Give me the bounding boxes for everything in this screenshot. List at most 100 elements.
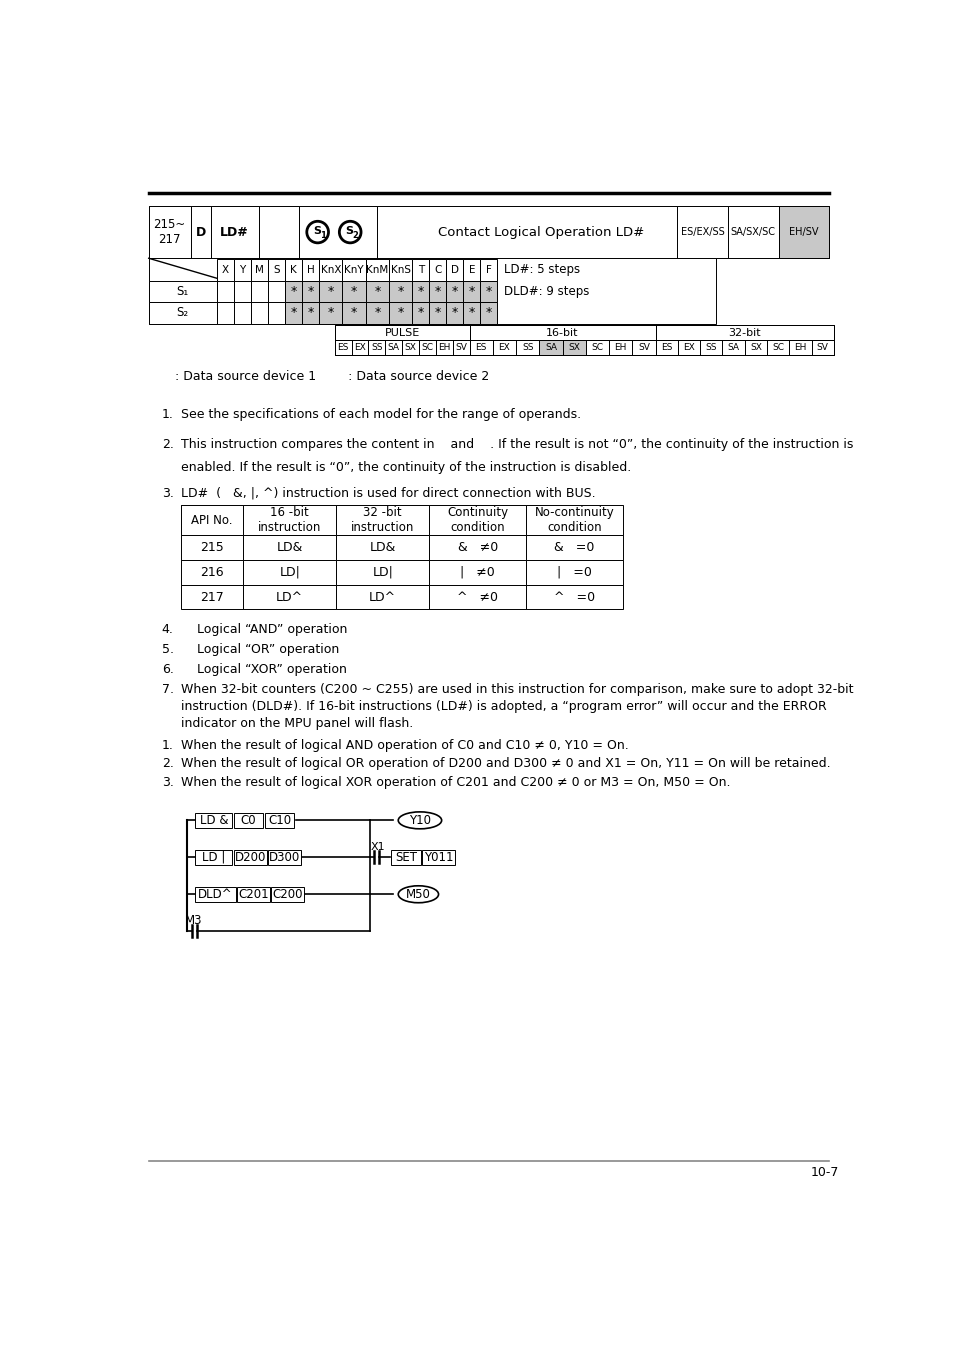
Text: indicator on the MPU panel will flash.: indicator on the MPU panel will flash. — [181, 717, 413, 730]
Bar — [298, 207, 376, 258]
Bar — [319, 259, 342, 281]
Text: 2.: 2. — [162, 437, 173, 451]
Text: 7.: 7. — [162, 683, 173, 697]
Text: *: * — [435, 306, 440, 320]
Text: 32 -bit
instruction: 32 -bit instruction — [351, 506, 414, 535]
Text: *: * — [451, 306, 457, 320]
Text: PULSE: PULSE — [384, 328, 419, 338]
Text: ES: ES — [337, 343, 349, 352]
Text: 215~
217: 215~ 217 — [153, 219, 186, 246]
Bar — [243, 585, 335, 609]
Text: enabled. If the result is “0”, the continuity of the instruction is disabled.: enabled. If the result is “0”, the conti… — [181, 460, 631, 474]
Text: *: * — [291, 285, 296, 298]
Text: F: F — [485, 265, 492, 275]
Bar — [655, 325, 833, 340]
Bar — [285, 302, 302, 324]
Text: SX: SX — [404, 343, 416, 352]
Text: KnS: KnS — [390, 265, 410, 275]
Text: 3.: 3. — [162, 776, 173, 788]
Text: ES: ES — [475, 343, 486, 352]
Text: : Data source device 1        : Data source device 2: : Data source device 1 : Data source dev… — [174, 370, 489, 382]
Bar — [365, 259, 389, 281]
Text: KnX: KnX — [320, 265, 341, 275]
Bar — [236, 887, 270, 902]
Text: D: D — [195, 225, 206, 239]
Bar — [233, 813, 263, 828]
Text: LD#  (   &, |, ^) instruction is used for direct connection with BUS.: LD# ( &, |, ^) instruction is used for d… — [181, 487, 596, 500]
Bar — [385, 340, 402, 355]
Bar — [181, 505, 243, 536]
Text: E: E — [468, 265, 475, 275]
Text: SC: SC — [591, 343, 603, 352]
Text: *: * — [417, 285, 423, 298]
Text: SC: SC — [771, 343, 783, 352]
Bar — [480, 302, 497, 324]
Bar — [319, 302, 342, 324]
Bar — [265, 813, 294, 828]
Bar — [365, 302, 389, 324]
Text: *: * — [351, 306, 356, 320]
Text: *: * — [307, 285, 314, 298]
Bar — [721, 340, 744, 355]
Text: D200: D200 — [234, 850, 266, 864]
Text: *: * — [468, 285, 475, 298]
Text: KnY: KnY — [344, 265, 363, 275]
Text: When 32-bit counters (C200 ~ C255) are used in this instruction for comparison, : When 32-bit counters (C200 ~ C255) are u… — [181, 683, 853, 697]
Text: ^   ≠0: ^ ≠0 — [456, 590, 497, 603]
Bar — [453, 340, 469, 355]
Bar — [418, 340, 436, 355]
Bar — [335, 536, 429, 560]
Text: *: * — [307, 306, 314, 320]
Text: 5.: 5. — [162, 643, 173, 656]
Text: DLD^: DLD^ — [198, 888, 233, 900]
Bar — [700, 340, 721, 355]
Bar — [216, 259, 233, 281]
Text: Y: Y — [239, 265, 245, 275]
Bar — [302, 259, 319, 281]
Bar — [335, 325, 469, 340]
Bar — [285, 281, 302, 302]
Bar — [195, 887, 235, 902]
Bar — [352, 340, 368, 355]
Text: 2: 2 — [353, 231, 358, 240]
Bar — [677, 207, 828, 258]
Text: X: X — [222, 265, 229, 275]
Bar — [251, 281, 268, 302]
Bar — [391, 849, 420, 865]
Text: M50: M50 — [406, 888, 431, 900]
Text: 215: 215 — [200, 541, 224, 555]
Bar — [181, 505, 560, 536]
Bar — [525, 585, 622, 609]
Text: SS: SS — [705, 343, 717, 352]
Bar — [181, 585, 243, 609]
Bar — [608, 340, 632, 355]
Text: Y011: Y011 — [423, 850, 453, 864]
Text: instruction (DLD#). If 16-bit instructions (LD#) is adopted, a “program error” w: instruction (DLD#). If 16-bit instructio… — [181, 701, 826, 713]
Bar — [251, 302, 268, 324]
Text: *: * — [485, 285, 492, 298]
Text: C0: C0 — [240, 814, 256, 826]
Text: M: M — [254, 265, 264, 275]
Bar — [268, 259, 285, 281]
Text: T: T — [417, 265, 423, 275]
Text: LD#: 5 steps: LD#: 5 steps — [503, 263, 579, 277]
Text: C: C — [434, 265, 441, 275]
Bar — [463, 281, 480, 302]
Bar — [412, 259, 429, 281]
Text: *: * — [291, 306, 296, 320]
Bar — [335, 340, 833, 355]
Bar — [335, 340, 352, 355]
Text: *: * — [417, 306, 423, 320]
Text: C200: C200 — [272, 888, 302, 900]
Bar — [525, 536, 622, 560]
Bar — [678, 340, 700, 355]
Text: LD^: LD^ — [276, 590, 303, 603]
Bar — [233, 259, 251, 281]
Bar — [429, 505, 525, 536]
Bar — [319, 281, 342, 302]
Bar — [402, 340, 418, 355]
Bar — [525, 505, 622, 536]
Text: 4.: 4. — [162, 624, 173, 636]
Bar — [211, 207, 258, 258]
Text: No-continuity
condition: No-continuity condition — [534, 506, 614, 535]
